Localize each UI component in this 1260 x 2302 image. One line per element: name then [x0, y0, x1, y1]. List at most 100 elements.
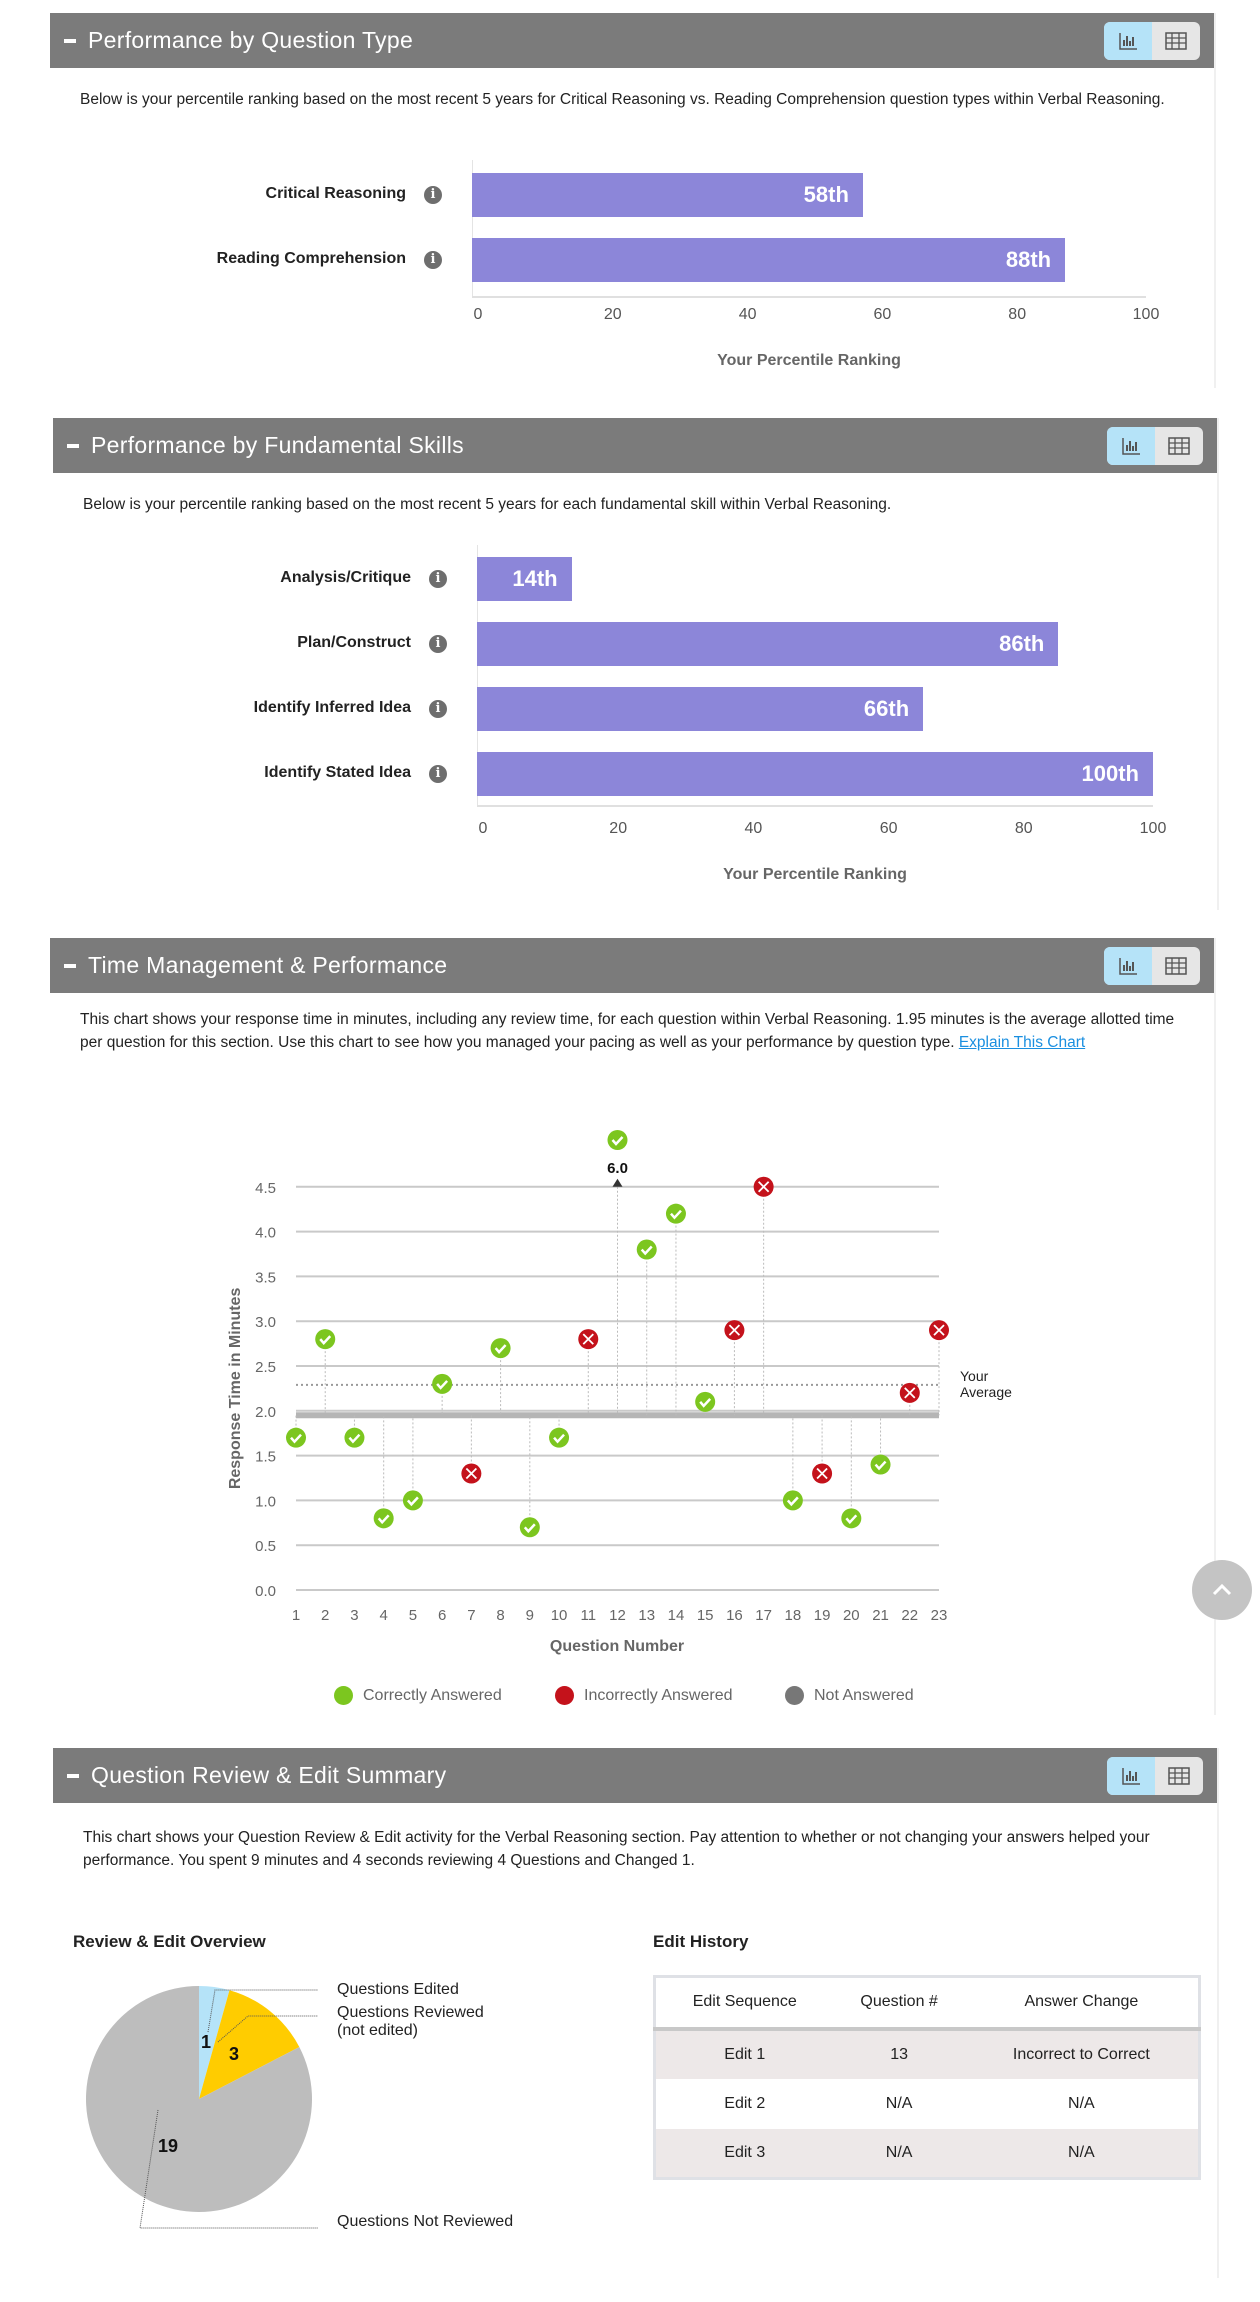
marker-circle	[782, 1490, 803, 1511]
bar-value-label: 88th	[1005, 247, 1052, 272]
info-icon[interactable]: i	[429, 570, 447, 588]
x-icon	[465, 1467, 478, 1480]
fundamental-skills-header[interactable]: Performance by Fundamental Skills	[53, 418, 1217, 473]
section-title: Performance by Fundamental Skills	[91, 432, 464, 458]
legend-label: Correctly Answered	[363, 1686, 502, 1704]
x-axis-title: Your Percentile Ranking	[717, 352, 901, 369]
x-tick-label: 0	[473, 306, 483, 323]
cell: N/A	[885, 2094, 913, 2112]
pie-value-label: 19	[158, 2136, 178, 2156]
section-description: Below is your percentile ranking based o…	[83, 496, 892, 513]
y-axis-title: Response Time in Minutes	[227, 1288, 244, 1490]
table-view-button[interactable]	[1152, 947, 1200, 985]
table-row: Edit 2 N/A N/A	[655, 2079, 1200, 2129]
incorrect-answer-marker	[812, 1463, 833, 1484]
x-tick-label: 2	[321, 1607, 329, 1624]
y-tick-label: 4.5	[255, 1180, 276, 1197]
collapse-minus-icon[interactable]	[67, 1773, 79, 1778]
bar-chart-icon	[1122, 1768, 1140, 1785]
x-tick-label: 3	[350, 1607, 358, 1624]
correct-answer-marker	[373, 1508, 394, 1529]
pie-legend-label-line: Questions Reviewed	[337, 2004, 484, 2021]
x-tick-label: 22	[901, 1607, 918, 1624]
marker-circle	[519, 1517, 540, 1538]
chart-view-button[interactable]	[1104, 947, 1152, 985]
table-view-button[interactable]	[1155, 427, 1203, 465]
correct-answer-marker	[490, 1338, 511, 1359]
info-icon[interactable]: i	[429, 635, 447, 653]
legend-item: Incorrectly Answered	[555, 1686, 733, 1705]
correct-answer-marker	[695, 1391, 716, 1412]
review-edit-header[interactable]: Question Review & Edit Summary	[53, 1748, 1217, 1803]
view-toggle	[1107, 1757, 1203, 1795]
time-management-header[interactable]: Time Management & Performance	[50, 938, 1214, 993]
x-tick-label: 20	[609, 820, 628, 837]
y-tick-label: 4.0	[255, 1225, 276, 1242]
info-icon[interactable]: i	[429, 765, 447, 783]
bar-value-label: 58th	[803, 182, 849, 207]
y-tick-label: 3.0	[255, 1314, 276, 1331]
col-answer-change: Answer Change	[964, 1976, 1200, 2031]
section-title: Time Management & Performance	[88, 952, 448, 978]
bar-category-label: Reading Comprehension	[216, 250, 406, 267]
x-tick-label: 1	[292, 1607, 300, 1624]
bar-category-label: Plan/Construct	[297, 634, 411, 651]
table-row: Edit 3 N/A N/A	[654, 2128, 1200, 2179]
bar-category-label: Identify Inferred Idea	[253, 699, 411, 716]
check-icon	[436, 1380, 449, 1390]
edit-history-title: Edit History	[653, 1932, 749, 1951]
check-icon	[670, 1209, 682, 1220]
chart-view-button[interactable]	[1107, 427, 1155, 465]
x-tick-label: 100	[1132, 306, 1160, 323]
table-row: Edit 1 13 Incorrect to Correct	[654, 2028, 1200, 2079]
x-tick-label: 40	[738, 306, 757, 323]
check-icon	[494, 1344, 507, 1354]
incorrect-answer-marker	[461, 1463, 482, 1484]
table-view-button[interactable]	[1155, 1757, 1203, 1795]
bar: 58th	[472, 173, 863, 217]
correct-answer-marker	[607, 1130, 628, 1150]
check-icon	[845, 1514, 858, 1525]
question-type-section: Performance by Question Type Below is yo…	[50, 13, 1216, 388]
x-tick-label: 80	[1014, 820, 1033, 837]
x-axis-title: Question Number	[550, 1638, 684, 1655]
pie-slice	[199, 1990, 300, 2099]
x-icon	[904, 1387, 916, 1399]
x-tick-label: 4	[380, 1607, 388, 1624]
correct-answer-marker	[402, 1490, 423, 1511]
explain-chart-link[interactable]: Explain This Chart	[958, 1034, 1086, 1051]
bar: 100th	[477, 752, 1153, 796]
info-icon[interactable]: i	[429, 700, 447, 718]
x-tick-label: 15	[697, 1607, 714, 1624]
legend-label: Incorrectly Answered	[584, 1686, 733, 1704]
marker-circle	[490, 1338, 511, 1359]
marker-circle	[286, 1427, 306, 1448]
cell: N/A	[833, 2128, 965, 2179]
incorrect-answer-marker	[753, 1176, 774, 1197]
marker-circle	[665, 1203, 686, 1224]
table-view-button[interactable]	[1152, 22, 1200, 60]
y-tick-label: 0.0	[255, 1583, 276, 1600]
x-tick-label: 19	[814, 1607, 831, 1624]
collapse-minus-icon[interactable]	[64, 963, 76, 968]
section-description: Below is your percentile ranking based o…	[80, 91, 1165, 108]
bar-value-label: 66th	[863, 696, 910, 721]
leader-line	[207, 1989, 318, 2033]
chart-view-button[interactable]	[1104, 22, 1152, 60]
question-type-header[interactable]: Performance by Question Type	[50, 13, 1214, 68]
scroll-to-top-button[interactable]	[1192, 1560, 1252, 1620]
correct-answer-marker	[665, 1203, 686, 1224]
y-tick-label: 0.5	[255, 1538, 276, 1555]
circle-icon	[785, 1686, 804, 1705]
x-tick-label: 16	[726, 1607, 743, 1624]
collapse-minus-icon[interactable]	[67, 443, 79, 448]
collapse-minus-icon[interactable]	[64, 38, 76, 43]
chart-axis-line	[477, 545, 478, 805]
table-header-row: Edit Sequence Question # Answer Change	[654, 1976, 1200, 2031]
bar-value-label: 14th	[512, 566, 558, 591]
chart-view-button[interactable]	[1107, 1757, 1155, 1795]
info-icon[interactable]: i	[424, 186, 442, 204]
pie-legend-label-line: (not edited)	[337, 2022, 418, 2039]
time-management-section: Time Management & Performance This chart…	[50, 938, 1216, 1715]
info-icon[interactable]: i	[424, 251, 442, 269]
